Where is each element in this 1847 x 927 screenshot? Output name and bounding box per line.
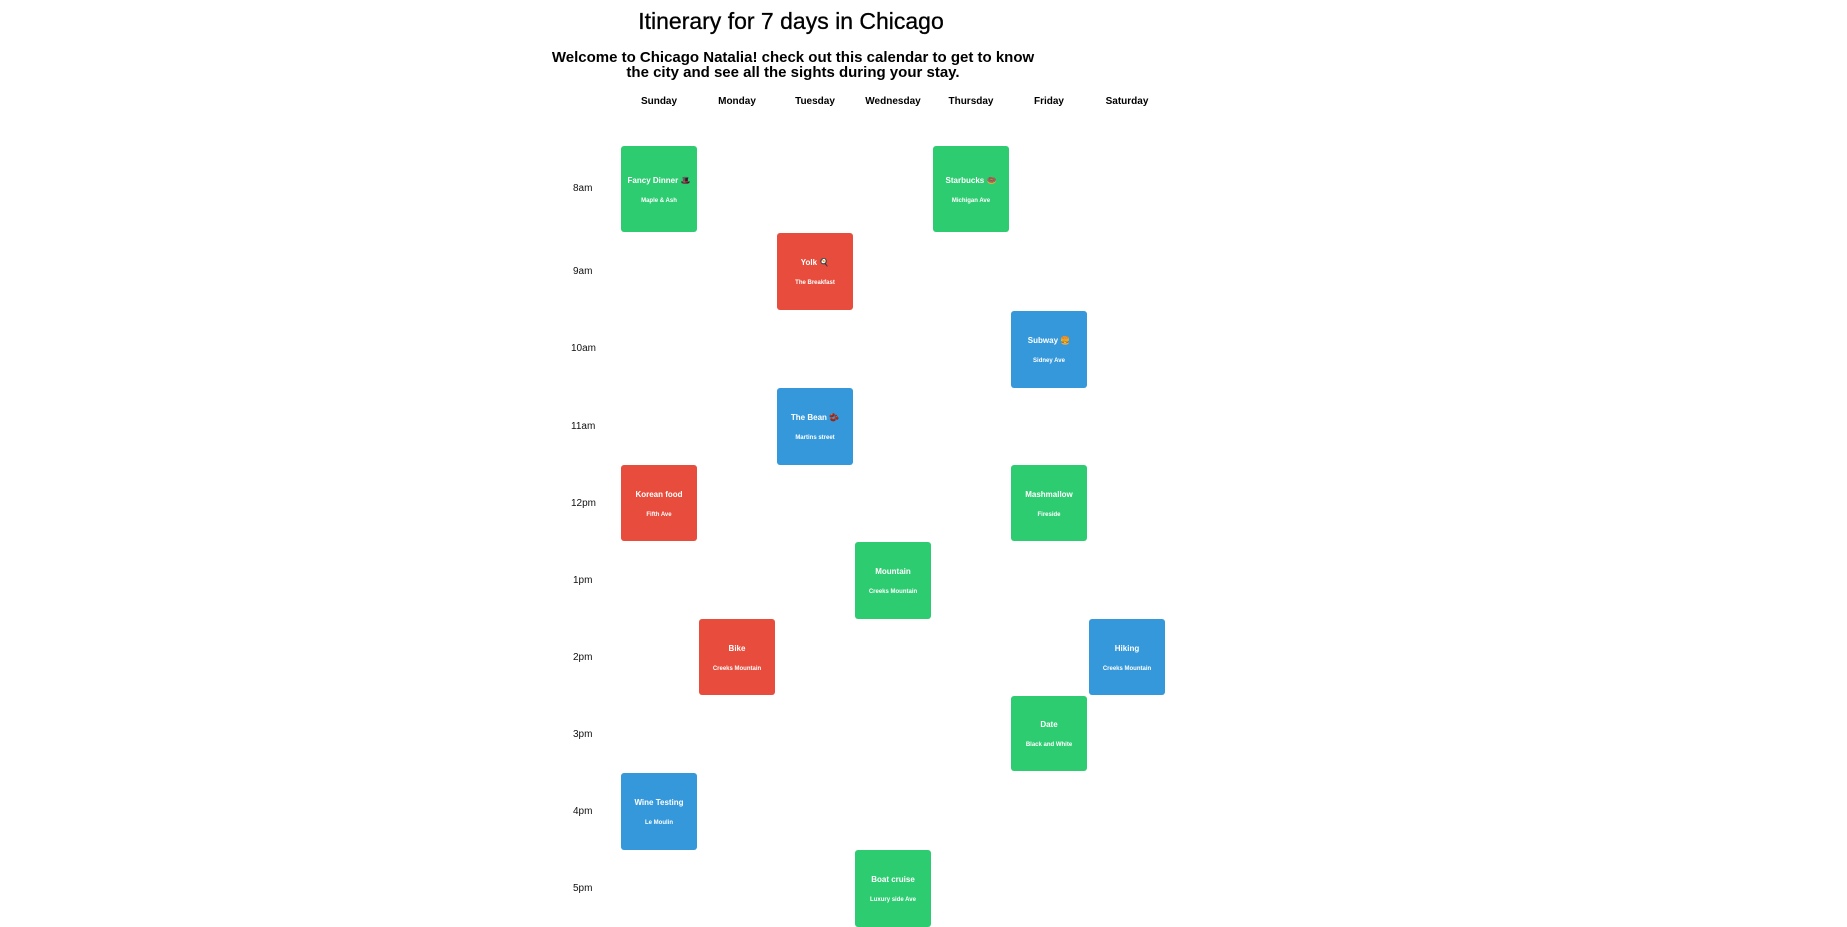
time-label-11am: 11am bbox=[571, 421, 596, 432]
event-card[interactable]: The Bean 🫘 Martins street bbox=[777, 388, 853, 465]
event-name-text: Mountain bbox=[875, 567, 911, 576]
time-label-12pm: 12pm bbox=[571, 498, 597, 509]
event-name: Hiking bbox=[1111, 643, 1143, 654]
event-name-text: Starbucks bbox=[945, 175, 985, 185]
time-label-4pm: 4pm bbox=[573, 806, 593, 817]
time-label-1pm: 1pm bbox=[573, 575, 593, 586]
event-name: The Bean 🫘 bbox=[787, 412, 843, 423]
event-card[interactable]: Starbucks 🍩 Michigan Ave bbox=[933, 146, 1009, 232]
event-card[interactable]: Korean food Fifth Ave bbox=[621, 465, 697, 541]
day-header-sunday: Sunday bbox=[640, 96, 678, 107]
event-name-text: Mashmallow bbox=[1025, 489, 1073, 499]
event-name-text: Wine Testing bbox=[634, 798, 684, 807]
day-header-monday: Monday bbox=[718, 96, 756, 107]
day-header-wednesday: Wednesday bbox=[865, 96, 921, 107]
day-header-tuesday: Tuesday bbox=[795, 96, 835, 107]
event-name: Mountain bbox=[871, 566, 915, 577]
event-name: Subway 🍔 bbox=[1024, 335, 1074, 346]
event-card[interactable]: Boat cruise Luxury side Ave bbox=[855, 850, 931, 927]
event-name-text: Bike bbox=[728, 643, 746, 653]
event-location: Martins street bbox=[795, 435, 835, 441]
day-header-saturday: Saturday bbox=[1105, 96, 1149, 107]
event-name-text: Date bbox=[1040, 720, 1058, 729]
event-location: Le Moulin bbox=[645, 820, 673, 826]
event-card[interactable]: Subway 🍔 Sidney Ave bbox=[1011, 311, 1087, 388]
event-name-text: Yolk bbox=[800, 258, 818, 267]
event-card[interactable]: Bike Creeks Mountain bbox=[699, 619, 775, 695]
event-location: Sidney Ave bbox=[1033, 358, 1065, 364]
event-location: Luxury side Ave bbox=[870, 897, 916, 903]
event-name: Mashmallow bbox=[1021, 489, 1077, 500]
event-location: Michigan Ave bbox=[951, 197, 991, 204]
event-name-text: Subway bbox=[1027, 336, 1059, 345]
event-location: Creeks Mountain bbox=[868, 589, 918, 595]
event-emoji-icon: 🫘 bbox=[829, 413, 840, 422]
event-name: Yolk 🍳 bbox=[797, 257, 834, 268]
event-name: Fancy Dinner 🎩 bbox=[624, 175, 695, 186]
day-header-thursday: Thursday bbox=[948, 96, 994, 107]
time-label-8am: 8am bbox=[573, 183, 593, 194]
event-name-text: Hiking bbox=[1114, 643, 1140, 653]
event-location: Black and White bbox=[1025, 742, 1073, 748]
event-name: Bike bbox=[725, 643, 750, 654]
event-emoji-icon: 🍔 bbox=[1060, 336, 1071, 345]
event-location: Fifth Ave bbox=[646, 511, 672, 518]
event-emoji-icon: 🍳 bbox=[819, 258, 830, 267]
event-card[interactable]: Wine Testing Le Moulin bbox=[621, 773, 697, 850]
time-label-2pm: 2pm bbox=[573, 652, 593, 663]
event-location: The Breakfast bbox=[795, 280, 835, 286]
event-location: Creeks Mountain bbox=[712, 665, 762, 672]
event-name: Korean food bbox=[631, 489, 686, 500]
event-card[interactable]: Date Black and White bbox=[1011, 696, 1087, 771]
event-name: Date bbox=[1036, 719, 1061, 730]
event-name-text: The Bean bbox=[790, 413, 827, 422]
page-title: Itinerary for 7 days in Chicago bbox=[638, 8, 944, 34]
time-label-3pm: 3pm bbox=[573, 729, 593, 740]
event-location: Maple & Ash bbox=[641, 197, 677, 204]
event-name: Starbucks 🍩 bbox=[942, 175, 1001, 186]
event-location: Fireside bbox=[1037, 511, 1061, 518]
event-name-text: Boat cruise bbox=[871, 875, 915, 884]
time-label-9am: 9am bbox=[573, 266, 593, 277]
time-label-5pm: 5pm bbox=[573, 883, 593, 894]
day-header-friday: Friday bbox=[1033, 96, 1064, 107]
event-name: Boat cruise bbox=[867, 874, 919, 885]
event-card[interactable]: Hiking Creeks Mountain bbox=[1089, 619, 1165, 695]
time-label-10am: 10am bbox=[571, 343, 597, 354]
event-name-text: Fancy Dinner bbox=[627, 175, 679, 185]
page-subtitle: Welcome to Chicago Natalia! check out th… bbox=[551, 49, 1035, 81]
event-card[interactable]: Fancy Dinner 🎩 Maple & Ash bbox=[621, 146, 697, 232]
event-card[interactable]: Mountain Creeks Mountain bbox=[855, 542, 931, 619]
event-name: Wine Testing bbox=[630, 797, 687, 808]
event-card[interactable]: Mashmallow Fireside bbox=[1011, 465, 1087, 541]
event-emoji-icon: 🎩 bbox=[680, 175, 691, 185]
event-location: Creeks Mountain bbox=[1102, 665, 1152, 672]
event-card[interactable]: Yolk 🍳 The Breakfast bbox=[777, 233, 853, 310]
event-emoji-icon: 🍩 bbox=[986, 175, 997, 185]
event-name-text: Korean food bbox=[635, 489, 683, 499]
